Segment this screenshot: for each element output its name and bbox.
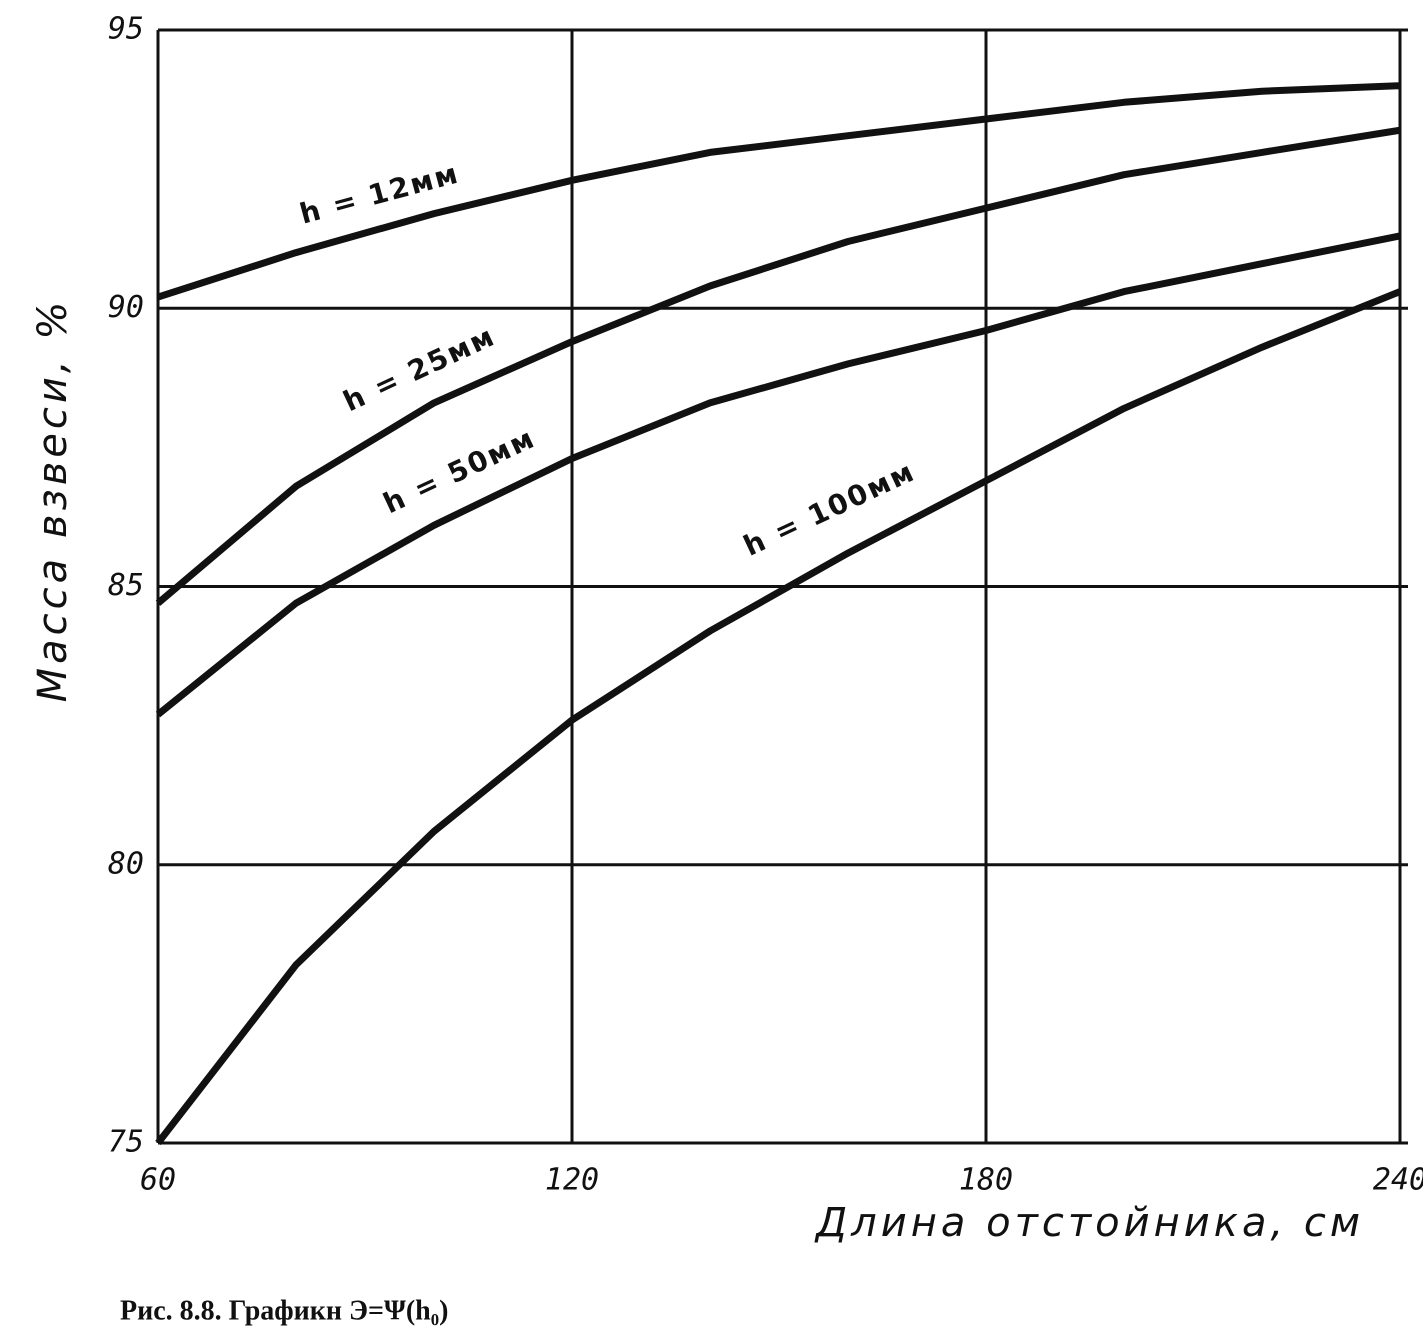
data-line (155, 288, 1402, 1146)
x-tick-label: 60 (140, 1163, 176, 1198)
series-label: h = 100мм (739, 455, 921, 563)
y-tick-label: 90 (108, 290, 144, 325)
data-line (156, 82, 1401, 301)
y-axis-label: Масса взвеси, % (30, 298, 76, 703)
series-label: h = 50мм (378, 421, 540, 520)
y-tick-label: 95 (108, 12, 144, 47)
series-label: h = 25мм (338, 319, 500, 418)
data-line (155, 126, 1401, 606)
x-tick-label: 180 (959, 1163, 1013, 1198)
y-tick-label: 80 (108, 846, 144, 881)
x-tick-label: 240 (1373, 1163, 1423, 1198)
data-line (155, 232, 1401, 718)
y-tick-label: 85 (108, 568, 144, 603)
x-tick-label: 120 (545, 1163, 599, 1198)
x-axis-label: Длина отстойника, см (814, 1200, 1364, 1246)
caption: Рис. 8.8. Графикн Э=Ψ(h₀) (120, 1295, 448, 1326)
series-label: h = 12мм (296, 156, 463, 230)
y-tick-label: 75 (108, 1125, 144, 1160)
